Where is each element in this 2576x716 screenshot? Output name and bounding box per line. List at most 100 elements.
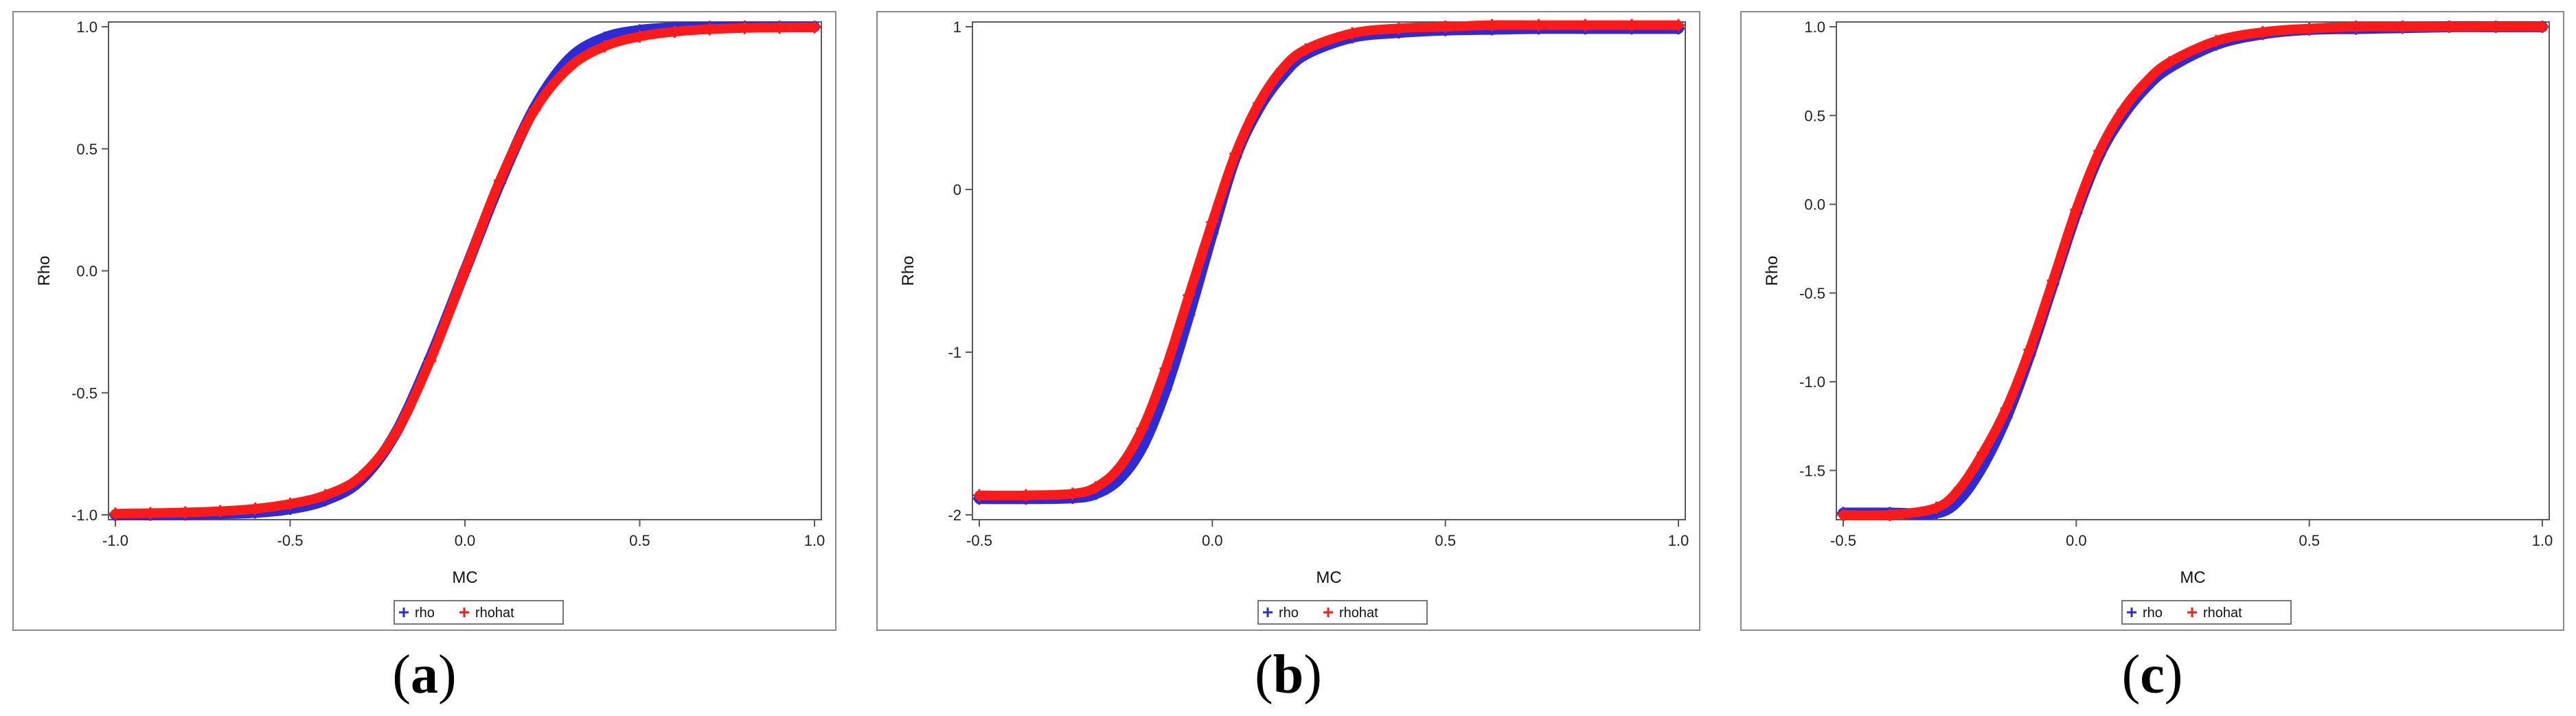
data-point-rhohat xyxy=(703,23,716,36)
data-point-rhohat xyxy=(1579,19,1592,32)
data-point-rhohat xyxy=(2023,343,2036,356)
y-axis-label: Rho xyxy=(1763,255,1781,286)
data-point-rhohat xyxy=(2209,34,2222,47)
data-point-rhohat xyxy=(2117,104,2130,117)
y-tick-label: -1.0 xyxy=(71,507,98,524)
legend-label-rho: rho xyxy=(1279,605,1299,621)
x-tick-label: -0.5 xyxy=(1830,532,1856,549)
x-tick-label: 1.0 xyxy=(804,532,825,549)
series-rhohat xyxy=(109,21,821,520)
x-tick-label: 0.5 xyxy=(629,532,650,549)
legend-label-rho: rho xyxy=(2143,605,2163,621)
data-point-rhohat xyxy=(1345,27,1358,40)
series-rhohat-band xyxy=(1838,21,2547,520)
legend: rho rhohat xyxy=(1257,600,1428,625)
y-tick-label: 0.0 xyxy=(1804,196,1825,213)
data-point-rhohat xyxy=(2536,21,2549,33)
y-tick-label: -1.0 xyxy=(1799,373,1825,391)
y-tick-label: -1.5 xyxy=(1799,462,1825,479)
data-point-rhohat xyxy=(973,489,985,502)
x-tick-label: 0.5 xyxy=(2299,532,2320,549)
data-point-rhohat xyxy=(109,507,122,520)
data-point-rhohat xyxy=(2047,274,2060,287)
caption-b: (b) xyxy=(1255,645,1322,705)
data-point-rhohat xyxy=(1229,147,1242,160)
y-tick-label: 1.0 xyxy=(1804,19,1825,36)
caption-c: (c) xyxy=(2121,645,2183,705)
x-tick-label: 0.0 xyxy=(2066,532,2087,549)
series-rho-band xyxy=(974,23,1684,505)
data-point-rhohat xyxy=(1183,289,1196,302)
legend-frame xyxy=(394,600,564,625)
chart-panel-b: -0.5 0.0 0.5 1.0 -2 -1 0 1 MC Rho rho rhohat xyxy=(876,11,1700,631)
x-axis-label: MC xyxy=(452,568,477,587)
data-point-rhohat xyxy=(2163,56,2176,69)
series-rho xyxy=(1837,21,2549,520)
plot-area-frame xyxy=(972,21,1686,520)
data-point-rhohat xyxy=(459,264,471,277)
data-point-rhohat xyxy=(2000,402,2013,415)
legend-marker-rhohat xyxy=(1323,608,1333,617)
series-rhohat xyxy=(1837,21,2549,521)
data-point-rhohat xyxy=(1276,62,1289,76)
caption-a: (a) xyxy=(392,645,457,705)
data-point-rhohat xyxy=(1439,21,1452,33)
data-point-rhohat xyxy=(1976,446,1990,459)
y-tick-label: -0.5 xyxy=(71,384,98,402)
x-tick-label: 1.0 xyxy=(2532,532,2553,549)
data-point-rhohat xyxy=(1206,216,1219,229)
data-point-rhohat xyxy=(2303,22,2316,35)
data-point-rhohat xyxy=(2489,21,2503,33)
data-point-rhohat xyxy=(214,505,227,518)
legend: rho rhohat xyxy=(2121,600,2292,625)
y-tick-label: 0.5 xyxy=(76,141,98,158)
data-point-rhohat xyxy=(598,40,611,53)
data-point-rhohat xyxy=(633,30,646,43)
chart-c-svg: -0.5 0.0 0.5 1.0 -1.5 -1.0 -0.5 0.0 0.5 1.0 MC Rho r… xyxy=(1763,19,2553,625)
y-tick-label: 1 xyxy=(953,19,961,36)
data-point-rhohat xyxy=(389,428,402,441)
x-axis-label: MC xyxy=(1316,568,1341,587)
data-point-rhohat xyxy=(2256,25,2269,38)
data-point-rhohat xyxy=(2093,144,2106,157)
data-point-rhohat xyxy=(1113,461,1126,474)
chart-a-svg: -1.0 -0.5 0.0 0.5 1.0 -1.0 -0.5 0.0 0.5 1.0 MC Rho r… xyxy=(35,19,825,625)
data-point-rhohat xyxy=(2140,76,2153,89)
data-point-rhohat xyxy=(1953,482,1966,495)
series-rho xyxy=(973,22,1685,505)
data-point-rhohat xyxy=(808,21,821,34)
legend-marker-rhohat xyxy=(459,608,469,617)
y-tick-label: -2 xyxy=(948,507,961,524)
data-point-rhohat xyxy=(493,174,506,187)
data-point-rhohat xyxy=(2349,21,2362,33)
legend-marker-rhohat xyxy=(2187,608,2197,617)
y-axis-label: Rho xyxy=(35,255,54,286)
data-point-rhohat xyxy=(179,506,192,519)
x-tick-label: -0.5 xyxy=(966,532,992,549)
y-tick-label: 0.5 xyxy=(1804,107,1825,124)
data-point-rhohat xyxy=(1485,19,1498,32)
legend-label-rhohat: rhohat xyxy=(2203,605,2242,621)
y-tick-label: -0.5 xyxy=(1799,285,1825,302)
x-tick-label: -0.5 xyxy=(277,532,304,549)
legend: rho rhohat xyxy=(394,600,564,625)
y-tick-label: -1 xyxy=(948,344,961,361)
data-point-rhohat xyxy=(1066,487,1079,500)
y-tick-label: 1.0 xyxy=(76,19,98,36)
legend-frame xyxy=(2121,600,2292,625)
data-point-rhohat xyxy=(319,489,332,502)
caption-a-letter: a xyxy=(411,645,438,705)
x-tick-label: -1.0 xyxy=(102,532,128,549)
data-point-rhohat xyxy=(2396,21,2409,33)
data-point-rhohat xyxy=(2443,21,2456,33)
data-point-rhohat xyxy=(1019,489,1032,502)
x-tick-label: 1.0 xyxy=(1668,532,1689,549)
data-point-rhohat xyxy=(1672,19,1685,32)
data-point-rhohat xyxy=(284,498,297,511)
data-point-rhohat xyxy=(1392,22,1405,35)
data-point-rhohat xyxy=(668,25,681,38)
series-rhohat-band xyxy=(974,20,1683,500)
data-point-rhohat xyxy=(249,503,262,516)
x-tick-label: 0.0 xyxy=(455,532,476,549)
chart-b-svg: -0.5 0.0 0.5 1.0 -2 -1 0 1 MC Rho rho rhohat xyxy=(899,19,1689,625)
